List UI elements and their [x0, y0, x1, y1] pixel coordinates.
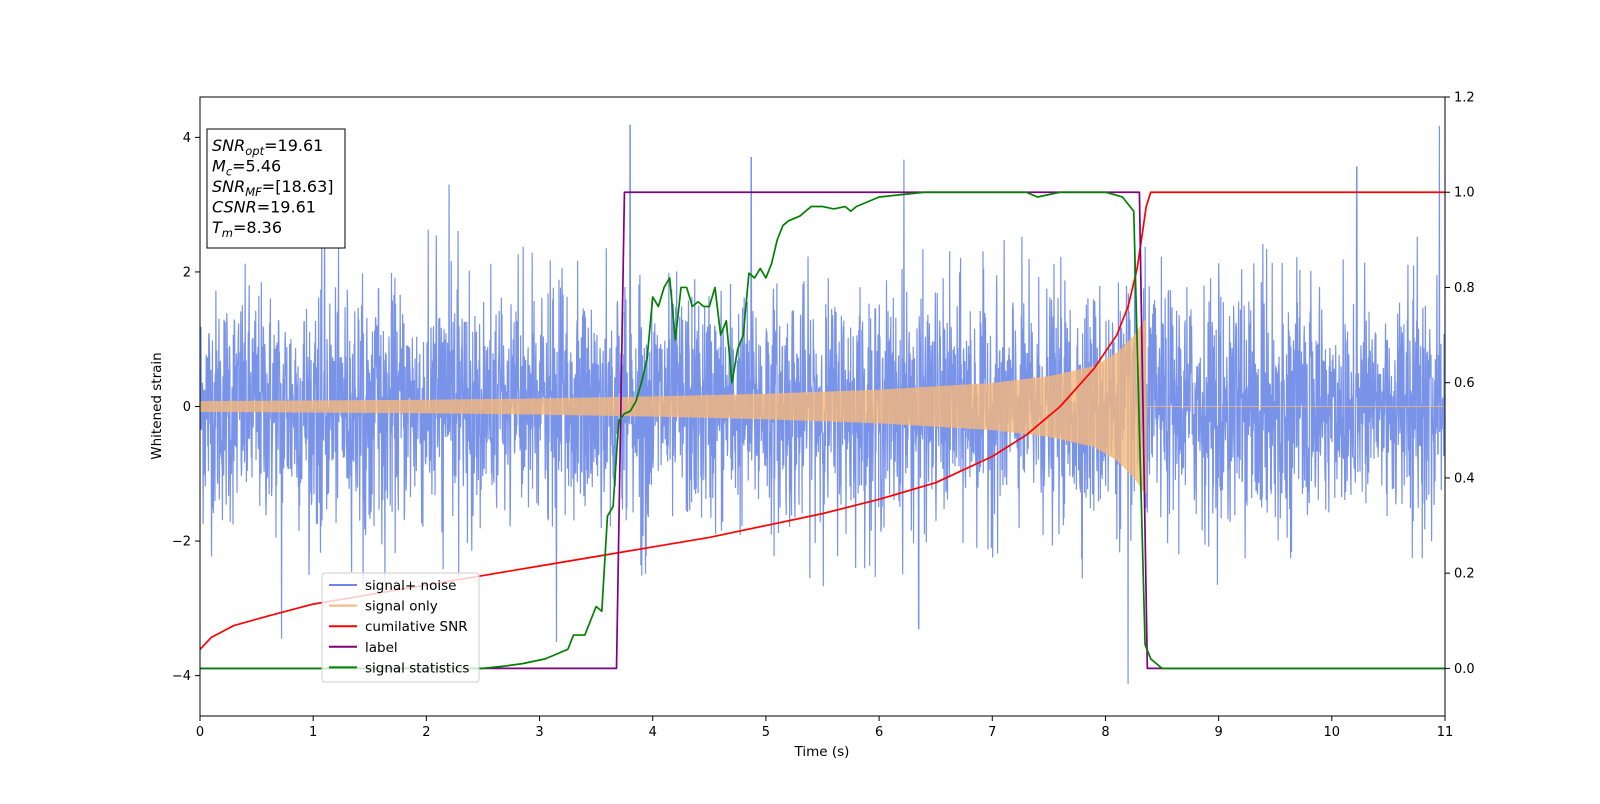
- x-tick-label: 5: [762, 725, 770, 740]
- x-tick-label: 6: [875, 725, 883, 740]
- legend-frame: [321, 572, 480, 683]
- y2-tick-label: 0.4: [1454, 471, 1475, 486]
- x-tick-label: 7: [988, 725, 996, 740]
- x-tick-label: 11: [1437, 725, 1454, 740]
- x-tick-label: 10: [1324, 725, 1341, 740]
- annotation-box: SNRopt=19.61Mc=5.46SNRMF=[18.63]CSNR=19.…: [206, 128, 346, 249]
- y2-tick-label: 0.8: [1454, 281, 1475, 296]
- annotation-line: CSNR=19.61: [212, 198, 316, 217]
- series-signal-statistics-line: [200, 191, 1445, 670]
- y-tick-label: 2: [183, 265, 191, 280]
- x-tick-label: 8: [1101, 725, 1109, 740]
- y-tick-label: −4: [172, 669, 191, 684]
- y2-tick-label: 0.0: [1454, 662, 1475, 677]
- y-tick-label: 0: [183, 400, 191, 415]
- x-tick-label: 9: [1214, 725, 1222, 740]
- annotation-line: Mc=5.46: [212, 157, 281, 179]
- series-signal-noise-line: [200, 124, 1445, 684]
- legend-label: signal+ noise: [365, 578, 456, 594]
- axes: 0 1 2 3 4 5 6 7 8 9 10 11 −4 −2 0 2 4 0.0 0.2 0.4 0.6 0.8 1.0 1…: [172, 91, 1475, 741]
- legend-label: signal only: [365, 599, 438, 615]
- x-tick-label: 0: [196, 725, 204, 740]
- legend-label: cumilative SNR: [365, 619, 468, 635]
- y2-tick-label: 0.6: [1454, 376, 1475, 391]
- annotation-line: SNRopt=19.61: [212, 136, 323, 158]
- annotation-line: SNRMF=[18.63]: [212, 177, 334, 199]
- annotation-frame: [206, 128, 346, 249]
- y-axis-label: Whitened strain: [149, 352, 165, 459]
- x-tick-label: 2: [422, 725, 430, 740]
- legend-label: label: [365, 640, 398, 656]
- x-tick-label: 3: [535, 725, 543, 740]
- series-signal-only-line: [200, 319, 1445, 494]
- legend-label: signal statistics: [365, 660, 469, 676]
- legend: signal+ noise signal only cumilative SNR la…: [321, 572, 480, 683]
- y2-tick-label: 0.2: [1454, 567, 1475, 582]
- x-axis-label: Time (s): [794, 744, 850, 760]
- annotation-line: Tm=8.36: [212, 218, 282, 240]
- x-tick-label: 1: [309, 725, 317, 740]
- y2-tick-label: 1.2: [1454, 91, 1475, 106]
- y2-tick-label: 1.0: [1454, 186, 1475, 201]
- y-tick-label: 4: [183, 131, 191, 146]
- y-tick-label: −2: [172, 535, 191, 550]
- x-tick-label: 4: [649, 725, 657, 740]
